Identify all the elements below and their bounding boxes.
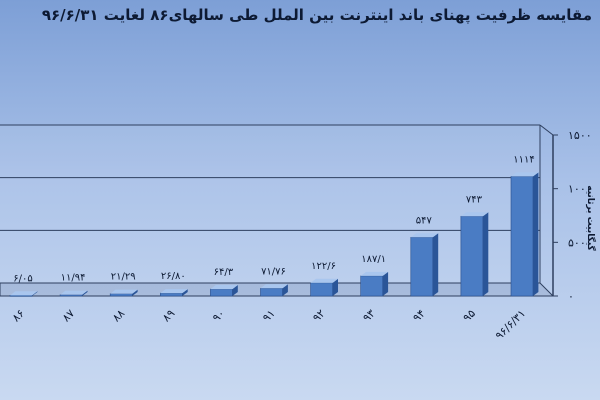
bar-top-3 <box>160 289 188 294</box>
value-label-1: ۱۱/۹۴ <box>61 273 86 284</box>
bar-5 <box>260 287 283 297</box>
bar-side-8 <box>432 233 439 296</box>
value-label-6: ۱۲۲/۶ <box>311 261 336 272</box>
value-label-8: ۵۴۷ <box>416 215 433 226</box>
bar-top-10 <box>511 172 539 177</box>
bar-9 <box>460 215 484 297</box>
x-tick-label-10: ۹۶/۶/۳۱ <box>493 307 528 342</box>
bar-side-0 <box>32 291 38 296</box>
bar-side-6 <box>332 278 338 296</box>
chart-back-wall <box>0 125 540 283</box>
chart-title: مقایسه ظرفیت پهنای باند اینترنت بین المل… <box>41 6 592 24</box>
value-label-7: ۱۸۷/۱ <box>361 254 386 265</box>
bar-top-4 <box>210 285 238 290</box>
bar-top-0 <box>10 291 38 296</box>
x-tick-label-2: ۸۸ <box>110 307 128 325</box>
x-tick-label-3: ۸۹ <box>160 307 178 325</box>
bar-side-3 <box>182 289 188 296</box>
x-tick-label-1: ۸۷ <box>60 307 78 325</box>
bar-7 <box>360 275 384 297</box>
bar-top-2 <box>110 289 138 294</box>
value-label-2: ۲۱/۲۹ <box>111 272 136 283</box>
bar-2 <box>109 293 133 297</box>
bar-side-4 <box>232 285 238 296</box>
bar-side-2 <box>132 289 138 296</box>
x-tick-label-8: ۹۴ <box>410 307 428 325</box>
bar-top-6 <box>310 278 338 283</box>
bar-6 <box>310 282 333 297</box>
value-label-0: ۶/۰۵ <box>13 273 32 284</box>
value-label-10: ۱۱۱۴ <box>513 154 534 165</box>
bar-top-7 <box>360 271 389 276</box>
bar-side-10 <box>533 172 539 296</box>
y-tick-label-1: ۵۰۰ <box>568 236 586 249</box>
bar-top-9 <box>460 212 489 217</box>
y-tick-label-0: ۰ <box>568 290 574 303</box>
value-label-3: ۲۶/۸۰ <box>161 271 186 282</box>
bar-3 <box>160 292 183 297</box>
value-label-5: ۷۱/۷۶ <box>261 266 286 277</box>
x-tick-label-9: ۹۵ <box>460 307 478 325</box>
x-tick-label-6: ۹۲ <box>310 307 328 325</box>
y-axis-title: گیگابیت برثانیه <box>585 185 597 251</box>
bar-top-1 <box>60 290 88 295</box>
value-label-9: ۷۴۳ <box>466 194 483 205</box>
x-tick-label-7: ۹۳ <box>360 307 378 325</box>
bar-top-5 <box>260 284 288 289</box>
axis-top-connector <box>539 124 554 136</box>
x-tick-label-5: ۹۱ <box>260 307 278 325</box>
y-tick-label-2: ۱۰۰۰ <box>568 183 592 196</box>
bar-4 <box>210 288 233 297</box>
x-tick-label-0: ۸۶ <box>10 307 28 325</box>
y-tick-label-3: ۱۵۰۰ <box>568 129 592 142</box>
bar-1 <box>59 294 83 297</box>
bar-10 <box>510 176 534 297</box>
value-label-4: ۶۴/۳ <box>214 267 234 278</box>
x-tick-label-4: ۹۰ <box>210 307 228 325</box>
bar-0 <box>9 295 33 297</box>
bar-side-5 <box>282 284 288 296</box>
bar-side-1 <box>82 290 88 296</box>
bar-top-8 <box>410 233 439 238</box>
bar-side-7 <box>382 271 389 296</box>
bar-8 <box>410 236 434 297</box>
bar-side-9 <box>482 212 489 296</box>
